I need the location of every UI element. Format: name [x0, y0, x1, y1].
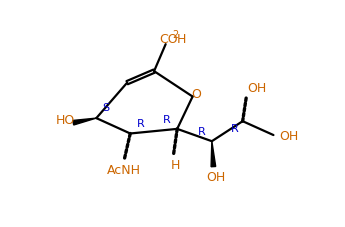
Text: HO: HO — [56, 114, 75, 127]
Text: R: R — [162, 115, 170, 125]
Polygon shape — [211, 141, 216, 167]
Text: R: R — [231, 124, 239, 134]
Text: R: R — [137, 119, 145, 129]
Text: O: O — [191, 88, 201, 101]
Text: AcNH: AcNH — [107, 164, 141, 177]
Text: OH: OH — [279, 130, 298, 143]
Text: OH: OH — [247, 81, 266, 95]
Text: 2: 2 — [172, 30, 179, 39]
Text: S: S — [102, 103, 109, 113]
Text: H: H — [171, 159, 180, 172]
Text: OH: OH — [206, 171, 225, 184]
Polygon shape — [73, 118, 96, 125]
Text: R: R — [198, 127, 206, 137]
Text: H: H — [176, 33, 186, 46]
Text: CO: CO — [159, 33, 178, 46]
